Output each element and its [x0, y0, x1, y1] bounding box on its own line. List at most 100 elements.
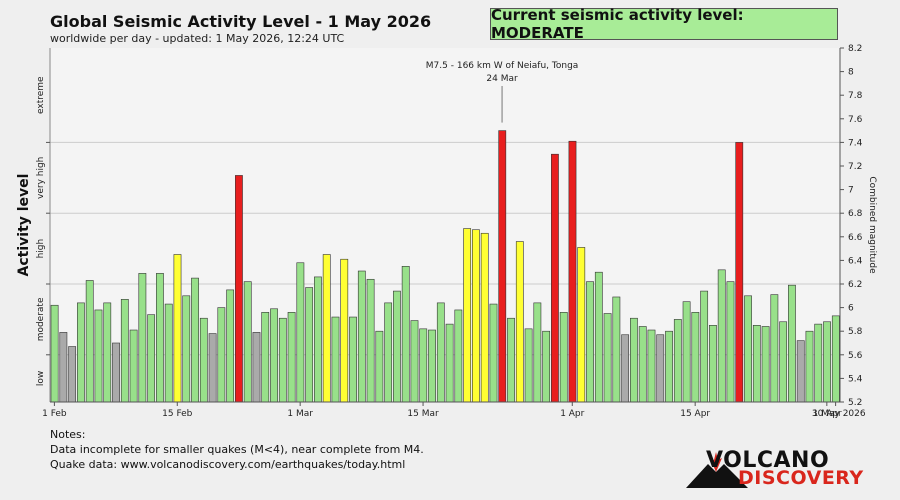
level-label: very high: [36, 157, 46, 199]
day-bar: [208, 333, 217, 403]
day-bar: [524, 328, 533, 403]
day-bar: [603, 313, 612, 403]
max-quake-annotation: M7.5 - 166 km W of Neiafu, Tonga 24 Mar: [426, 61, 579, 123]
chart-subtitle: worldwide per day - updated: 1 May 2026,…: [50, 32, 345, 45]
day-bar: [779, 321, 788, 403]
x-tick-label: 1 Mar: [287, 409, 313, 419]
day-bar: [691, 312, 700, 403]
annotation-quake-label: M7.5 - 166 km W of Neiafu, Tonga: [426, 61, 579, 71]
right-tick-label: 8.2: [848, 44, 862, 54]
right-tick-label: 7.2: [848, 162, 862, 172]
day-bar: [577, 247, 586, 403]
right-tick-label: 7: [848, 186, 854, 196]
day-bar: [401, 265, 410, 403]
day-bar: [419, 328, 428, 403]
right-tick-label: 8: [848, 68, 854, 78]
day-bar: [498, 130, 507, 403]
day-bar: [709, 324, 717, 403]
day-bar: [436, 302, 445, 403]
x-tick-label: 15 Apr: [680, 409, 710, 419]
day-bar: [630, 317, 638, 403]
notes-heading: Notes:: [50, 428, 86, 441]
day-bar: [366, 278, 375, 403]
day-bar: [393, 290, 401, 403]
volcano-icon: [686, 452, 748, 488]
day-bar: [68, 346, 77, 403]
right-tick-label: 7.8: [848, 91, 863, 101]
day-bar: [770, 294, 779, 403]
day-bar: [314, 276, 322, 403]
day-bar: [735, 142, 744, 403]
day-bar: [243, 281, 252, 403]
logo-text-volcano: VOLCANO: [706, 448, 830, 473]
right-tick-label: 6.8: [848, 209, 863, 219]
notes-line-completeness: Data incomplete for smaller quakes (M<4)…: [50, 443, 424, 456]
day-bar: [445, 323, 454, 403]
day-bar: [340, 258, 349, 403]
level-labels: low moderate high very high extreme: [36, 76, 50, 386]
level-label: high: [36, 239, 46, 259]
day-bar: [120, 299, 129, 403]
day-bar: [788, 284, 796, 403]
day-bar: [542, 330, 551, 403]
day-bar: [700, 290, 709, 403]
day-bar: [296, 262, 305, 403]
y2-axis-label: Combined magnitude: [867, 176, 877, 274]
right-axis-ticks: 5.2 5.4 5.6 5.8 6 6.2 6.4 6.6 6.8 7 7.2 7.4 7.6 7.8 8 8…: [840, 44, 863, 408]
x-tick-label: 1 May 2026: [813, 409, 866, 419]
day-bar: [559, 312, 568, 403]
day-bar: [515, 241, 524, 403]
day-bar: [489, 303, 498, 403]
day-bar: [85, 280, 94, 403]
day-bar: [814, 323, 823, 403]
day-bar: [384, 302, 393, 403]
annotation-date-label: 24 Mar: [486, 74, 518, 84]
right-tick-label: 5.8: [848, 327, 863, 337]
day-bar: [182, 295, 191, 403]
level-grid-lines: [50, 141, 840, 356]
status-text: Current seismic activity level: MODERATE: [491, 6, 744, 42]
x-tick-label: 1 Feb: [42, 409, 67, 419]
day-bar: [586, 281, 594, 403]
x-tick-label: 15 Feb: [162, 409, 193, 419]
right-tick-label: 7.4: [848, 138, 863, 148]
day-bar: [50, 304, 59, 403]
day-bar: [656, 334, 665, 403]
day-bar: [375, 330, 384, 403]
day-bar: [287, 312, 296, 403]
day-bar: [164, 303, 173, 403]
day-bar: [638, 326, 647, 403]
notes-line-source: Quake data: www.volcanodiscovery.com/ear…: [50, 458, 406, 471]
day-bar: [621, 334, 630, 403]
day-bar: [428, 329, 436, 403]
logo-text-discovery: DISCOVERY: [738, 467, 864, 489]
day-bar: [673, 319, 682, 403]
day-bar: [472, 229, 480, 403]
day-bar: [235, 175, 243, 403]
day-bar: [533, 302, 542, 403]
right-tick-label: 6.4: [848, 256, 863, 266]
day-bar: [331, 316, 340, 403]
level-label: moderate: [36, 297, 46, 341]
right-tick-label: 5.2: [848, 398, 862, 408]
day-bar: [103, 302, 112, 403]
day-bar: [156, 273, 164, 403]
right-tick-label: 7.6: [848, 115, 863, 125]
plot-background: [50, 48, 840, 402]
day-bar: [410, 320, 419, 403]
day-bar: [278, 317, 287, 403]
day-bar: [507, 317, 515, 403]
day-bar: [454, 309, 463, 403]
day-bar: [261, 312, 270, 403]
day-bar: [594, 271, 603, 403]
day-bar: [717, 269, 726, 403]
day-bar: [77, 302, 85, 403]
day-bar: [129, 329, 138, 403]
day-bar: [726, 281, 735, 403]
day-bar: [568, 140, 577, 403]
day-bar: [357, 270, 366, 403]
right-tick-label: 6.6: [848, 233, 863, 243]
day-bar: [796, 340, 805, 403]
day-bar: [138, 273, 147, 403]
